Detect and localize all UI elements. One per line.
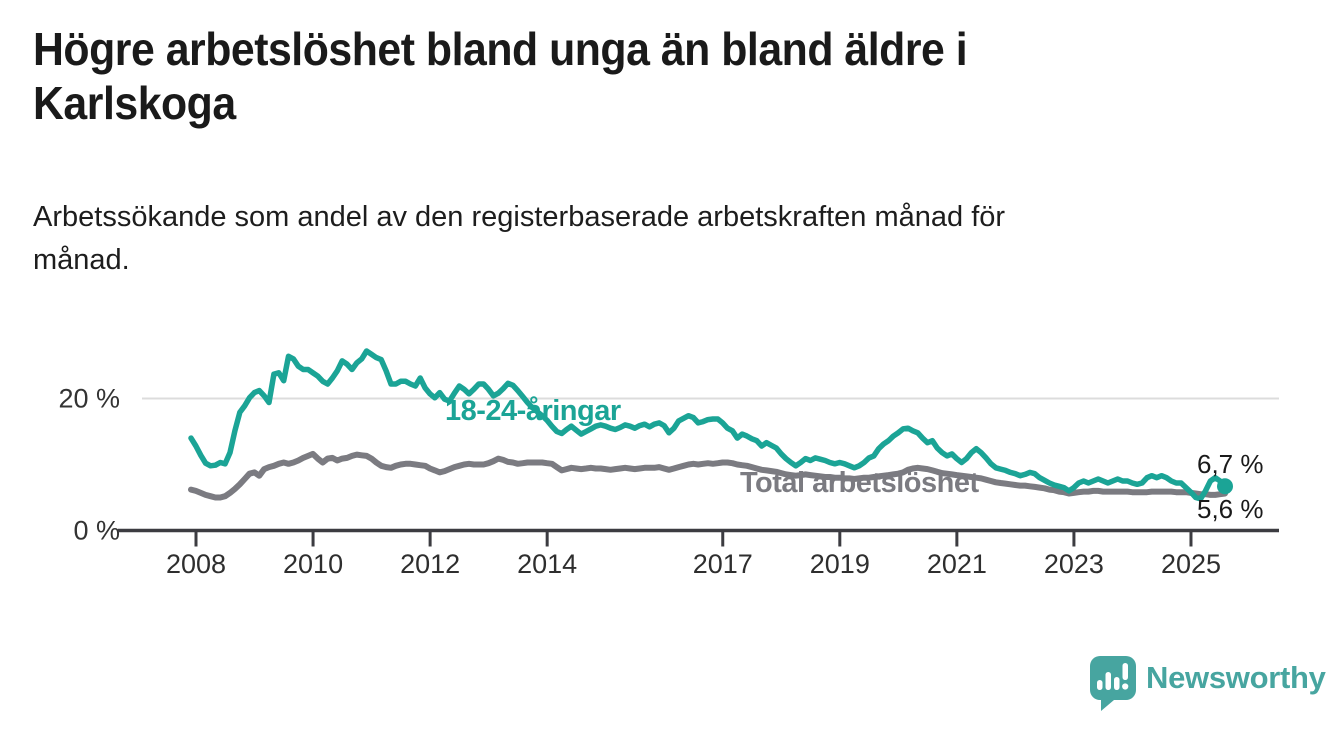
logo-bar-small	[1097, 680, 1103, 690]
x-tick-label: 2008	[166, 549, 226, 579]
series-end-dot-young	[1217, 478, 1233, 495]
series-line-total	[188, 450, 1228, 501]
x-tick-label: 2021	[927, 549, 987, 579]
chart-title-line2: Karlskoga	[33, 77, 236, 129]
y-tick-label: 20 %	[58, 384, 120, 414]
logo-bar-medium	[1114, 677, 1120, 690]
chart-subtitle: Arbetssökande som andel av den registerb…	[33, 196, 1005, 282]
chart-title-line1: Högre arbetslöshet bland unga än bland ä…	[33, 23, 968, 75]
newsworthy-logo: Newsworthy	[1086, 654, 1326, 712]
logo-exclamation-dot	[1122, 683, 1129, 690]
x-tick-label: 2025	[1161, 549, 1221, 579]
chart-subtitle-line2: månad.	[33, 244, 130, 276]
series-label-young: 18-24-åringar	[445, 395, 621, 427]
x-tick-label: 2019	[810, 549, 870, 579]
end-value-label-total: 5,6 %	[1197, 494, 1264, 524]
logo-exclamation-bar	[1122, 663, 1128, 680]
chart-subtitle-line1: Arbetssökande som andel av den registerb…	[33, 201, 1006, 233]
x-tick-label: 2017	[693, 549, 753, 579]
series-line-young	[188, 348, 1228, 502]
x-tick-label: 2010	[283, 549, 343, 579]
logo-bubble-shape	[1090, 656, 1136, 711]
x-tick-label: 2012	[400, 549, 460, 579]
end-value-label-young: 6,7 %	[1197, 449, 1264, 479]
x-tick-label: 2014	[517, 549, 577, 579]
newsworthy-logo-icon	[1090, 656, 1136, 711]
x-tick-label: 2023	[1044, 549, 1104, 579]
newsworthy-wordmark: Newsworthy	[1146, 660, 1326, 695]
logo-bar-tall	[1105, 672, 1111, 690]
series-label-total: Total arbetslöshet	[740, 467, 979, 499]
y-tick-label: 0 %	[73, 516, 120, 546]
chart-title: Högre arbetslöshet bland unga än bland ä…	[33, 22, 968, 130]
